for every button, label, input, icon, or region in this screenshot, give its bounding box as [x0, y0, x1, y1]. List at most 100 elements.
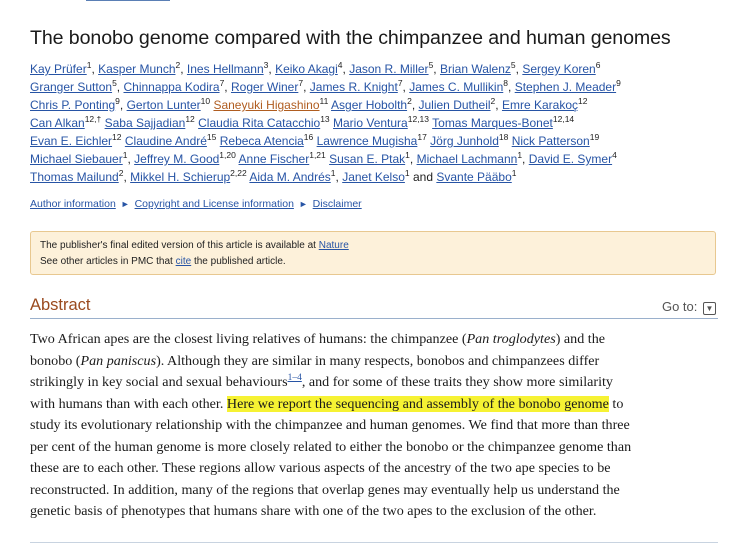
affiliation-ref[interactable]: 13 [320, 114, 330, 124]
author-link[interactable]: Chinnappa Kodira [123, 80, 220, 94]
author-link[interactable]: Evan E. Eichler [30, 134, 113, 148]
affiliation-ref[interactable]: 9 [115, 96, 120, 106]
author-link[interactable]: Svante Pääbo [436, 170, 512, 184]
affiliation-ref[interactable]: 18 [498, 132, 509, 142]
affiliation-ref[interactable]: 11 [319, 96, 329, 106]
author-link[interactable]: Nick Patterson [511, 134, 590, 148]
author-link[interactable]: Jason R. Miller [349, 62, 429, 76]
affiliation-ref[interactable]: 1 [511, 168, 517, 178]
affiliation-ref[interactable]: 7 [219, 78, 225, 88]
goto-dropdown[interactable]: Go to: ▼ [662, 299, 716, 315]
affiliation-ref[interactable]: 7 [298, 78, 304, 88]
article-title: The bonobo genome compared with the chim… [30, 27, 671, 49]
author-link[interactable]: Roger Winer [230, 80, 299, 94]
author-link[interactable]: Claudia Rita Catacchio [198, 116, 321, 130]
affiliation-ref[interactable]: 1 [517, 150, 523, 160]
affiliation-ref[interactable]: 1,20 [219, 150, 236, 160]
author-link[interactable]: Thomas Mailund [30, 170, 119, 184]
abstract-line: Two African apes are the closest living … [30, 331, 605, 347]
author-link[interactable]: James R. Knight [309, 80, 398, 94]
affiliation-ref[interactable]: 1 [405, 150, 410, 160]
affiliation-ref[interactable]: 2 [407, 96, 412, 106]
abstract-divider [30, 318, 718, 319]
affiliation-ref[interactable]: 12 [112, 132, 122, 142]
author-link[interactable]: Jeffrey M. Good [134, 152, 220, 166]
author-link[interactable]: James C. Mullikin [409, 80, 504, 94]
affiliation-ref[interactable]: 2 [118, 168, 124, 178]
affiliation-ref[interactable]: 1,21 [309, 150, 326, 160]
author-link[interactable]: Granger Sutton [30, 80, 113, 94]
affiliation-ref[interactable]: 1 [404, 168, 410, 178]
author-link[interactable]: Lawrence Mugisha [316, 134, 418, 148]
affiliation-ref[interactable]: 2,22 [230, 168, 247, 178]
author-link[interactable]: Kasper Munch [98, 62, 176, 76]
abstract-line: strikingly in key social and sexual beha… [30, 373, 613, 390]
reference-link[interactable]: 1–4 [287, 373, 302, 383]
author-link[interactable]: Saneyuki Higashino [213, 98, 320, 112]
affiliation-ref[interactable]: 6 [595, 60, 601, 70]
author-link[interactable]: Rebeca Atencia [219, 134, 304, 148]
author-link[interactable]: Kay Prüfer [30, 62, 87, 76]
author-link[interactable]: Chris P. Ponting [30, 98, 116, 112]
author-link[interactable]: Mario Ventura [333, 116, 408, 130]
affiliation-ref[interactable]: 17 [417, 132, 427, 142]
author-link[interactable]: Tomas Marques-Bonet [432, 116, 553, 130]
author-link[interactable]: Aida M. Andrés [249, 170, 331, 184]
affiliation-ref[interactable]: 10 [200, 96, 211, 106]
affiliation-ref[interactable]: 5 [428, 60, 434, 70]
affiliation-ref[interactable]: 12,13 [407, 114, 430, 124]
author-link[interactable]: Julien Dutheil [418, 98, 491, 112]
author-link[interactable]: Ines Hellmann [186, 62, 264, 76]
author-link[interactable]: Anne Fischer [238, 152, 310, 166]
chevron-down-icon[interactable]: ▼ [703, 302, 716, 315]
author-link[interactable]: Stephen J. Meader [514, 80, 617, 94]
disclaimer-link[interactable]: Disclaimer [312, 198, 362, 210]
abstract-line: with humans than with each other. Here w… [30, 395, 624, 412]
author-link[interactable]: Can Alkan [30, 116, 85, 130]
author-link[interactable]: Saba Sajjadian [104, 116, 186, 130]
author-link[interactable]: Emre Karakoç [501, 98, 578, 112]
goto-label: Go to: [661, 299, 698, 314]
affiliation-ref[interactable]: 19 [589, 132, 600, 142]
author-link[interactable]: Jörg Junhold [430, 134, 499, 148]
affiliation-ref[interactable]: 1 [122, 150, 128, 160]
affiliation-ref[interactable]: 5 [510, 60, 516, 70]
affiliation-ref[interactable]: 12,14 [552, 114, 575, 124]
affiliation-ref[interactable]: 2 [175, 60, 181, 70]
article-aux-links: Author information ► Copyright and Licen… [30, 198, 362, 210]
author-information-link[interactable]: Author information [30, 198, 116, 210]
author-link[interactable]: Keiko Akagi [275, 62, 338, 76]
author-link[interactable]: Michael Siebauer [30, 152, 123, 166]
copyright-link[interactable]: Copyright and License information [134, 198, 294, 210]
author-link[interactable]: Michael Lachmann [416, 152, 518, 166]
author-link[interactable]: Brian Walenz [439, 62, 511, 76]
affiliation-ref[interactable]: 15 [206, 132, 217, 142]
affiliation-ref[interactable]: 4 [337, 60, 343, 70]
affiliation-ref[interactable]: 2 [490, 96, 496, 106]
affiliation-ref[interactable]: 5 [112, 78, 117, 88]
author-link[interactable]: Sergey Koren [522, 62, 596, 76]
affiliation-ref[interactable]: 7 [397, 78, 403, 88]
author-link[interactable]: Janet Kelso [342, 170, 405, 184]
author-link[interactable]: David E. Symer [528, 152, 613, 166]
affiliation-ref[interactable]: 12,† [84, 114, 102, 124]
cite-link[interactable]: cite [175, 256, 192, 267]
author-link[interactable]: Claudine André [124, 134, 207, 148]
publisher-link[interactable]: Nature [318, 240, 349, 251]
author-link[interactable]: Gerton Lunter [126, 98, 201, 112]
affiliation-ref[interactable]: 1 [330, 168, 336, 178]
affiliation-ref[interactable]: 16 [303, 132, 314, 142]
affiliation-ref[interactable]: 12 [578, 96, 588, 106]
affiliation-ref[interactable]: 12 [185, 114, 195, 124]
affiliation-ref[interactable]: 1 [86, 60, 92, 70]
abstract-body: Two African apes are the closest living … [30, 329, 718, 523]
affiliation-ref[interactable]: 8 [503, 78, 508, 88]
affiliation-ref[interactable]: 4 [612, 150, 617, 160]
author-link[interactable]: Mikkel H. Schierup [130, 170, 231, 184]
author-link[interactable]: Susan E. Ptak [329, 152, 406, 166]
notice-line-2: See other articles in PMC that cite the … [40, 254, 715, 270]
affiliation-ref[interactable]: 3 [263, 60, 269, 70]
affiliation-ref[interactable]: 9 [616, 78, 621, 88]
author-link[interactable]: Asger Hobolth [331, 98, 408, 112]
abstract-heading: Abstract [30, 296, 91, 314]
